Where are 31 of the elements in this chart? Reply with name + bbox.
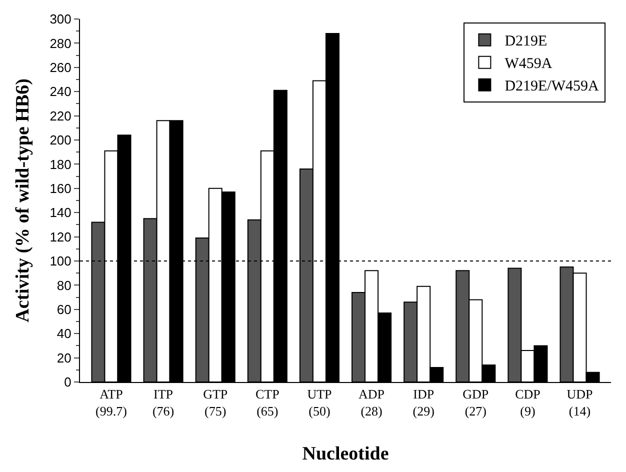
y-tick-label: 20: [56, 350, 72, 366]
y-tick-label: 240: [50, 84, 72, 100]
y-tick-label: 280: [50, 36, 72, 51]
y-tick-label: 0: [64, 374, 72, 390]
x-tick-label: IDP (29): [412, 386, 434, 418]
y-tick-label: 200: [50, 132, 72, 148]
y-tick-label: 100: [50, 254, 72, 269]
y-tick-label: 220: [50, 108, 72, 124]
y-tick-label: 80: [56, 278, 72, 293]
y-tick-label: 300: [50, 12, 72, 27]
y-axis-title: Activity (% of wild-type HB6): [12, 78, 34, 322]
y-tick-label: 140: [50, 205, 72, 220]
x-tick-label: UTP (50): [307, 386, 332, 418]
x-axis-title: Nucleotide: [302, 443, 389, 464]
legend-label: D219E/W459A: [504, 78, 600, 95]
y-tick-label: 260: [50, 60, 72, 75]
y-tick-label: 120: [50, 229, 72, 244]
x-tick-label: CDP (9): [515, 386, 540, 418]
y-tick-label: 60: [56, 302, 72, 317]
x-tick-label: CTP (65): [255, 386, 280, 418]
legend-label: W459A: [504, 56, 552, 72]
y-tick-label: 160: [50, 180, 72, 196]
y-tick-label: 180: [50, 156, 72, 172]
y-tick-label: 40: [56, 326, 72, 342]
x-tick-label: GTP (75): [203, 386, 228, 418]
x-tick-label: ADP (28): [358, 386, 385, 418]
x-tick-label: ITP (76): [152, 386, 174, 418]
legend-label: D219E: [504, 34, 548, 50]
x-tick-label: UDP (14): [566, 386, 593, 418]
x-tick-label: ATP (99.7): [96, 386, 127, 418]
x-tick-label: GDP (27): [462, 386, 489, 418]
